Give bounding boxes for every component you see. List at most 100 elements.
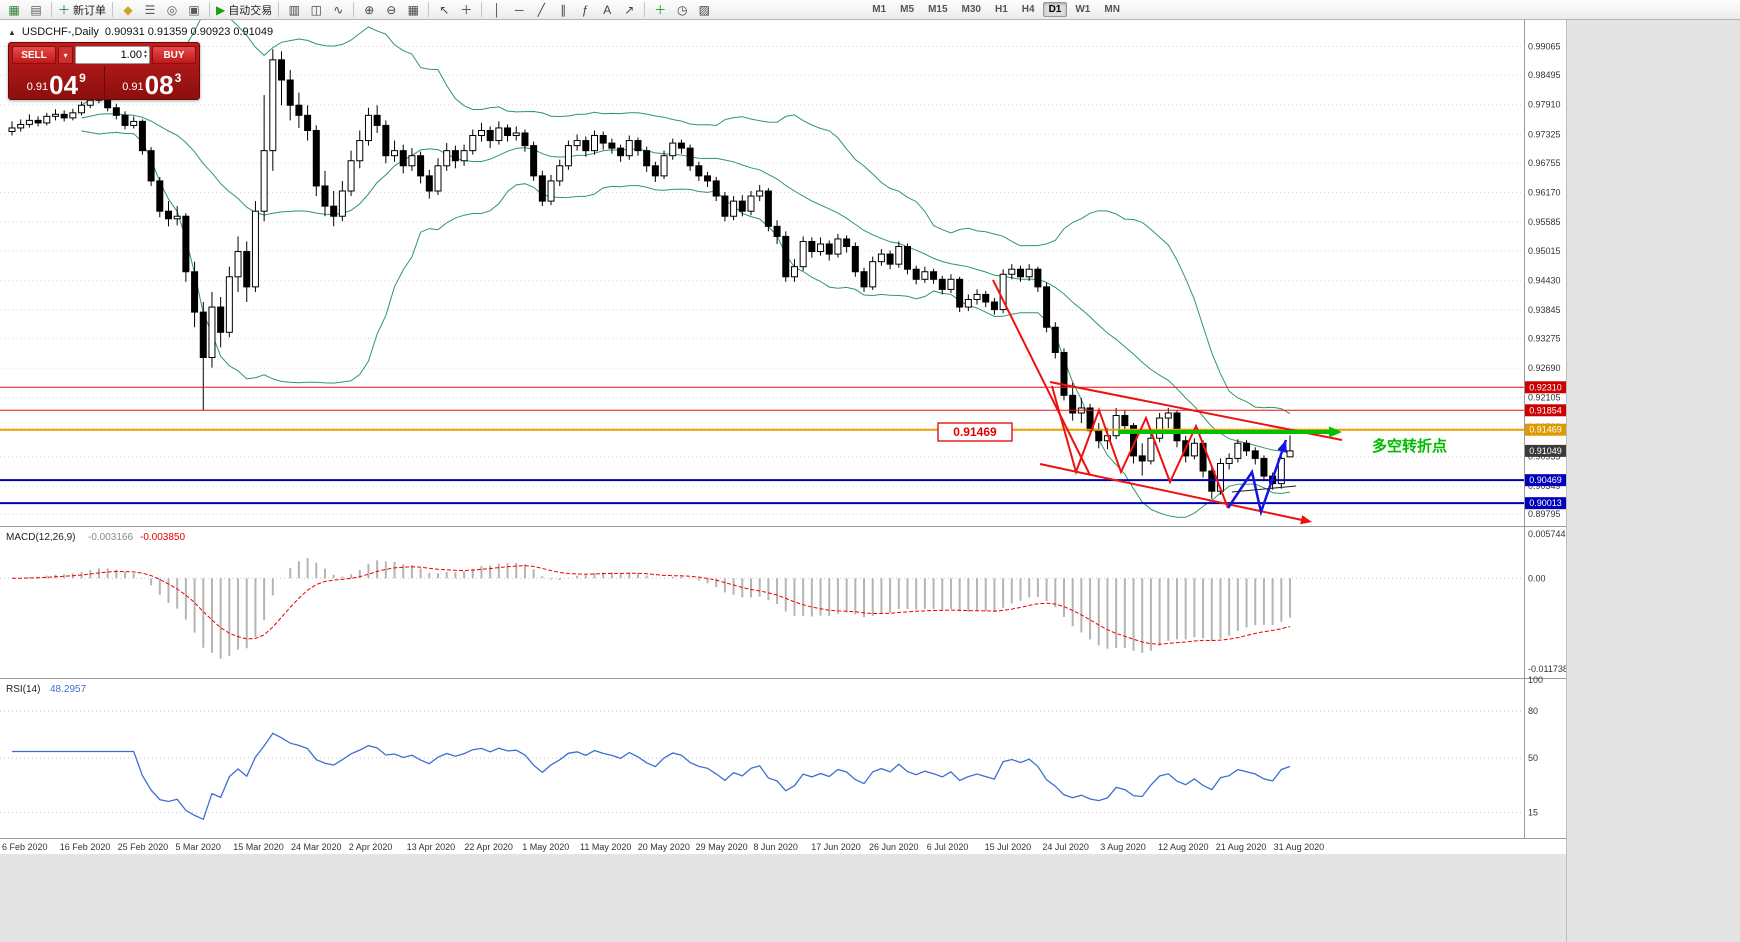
new-chart-icon[interactable]: ▦ [8, 2, 20, 17]
timeframe-button-w1[interactable]: W1 [1075, 4, 1091, 15]
volume-spinner[interactable]: ▴ ▾ [143, 49, 147, 60]
candle [304, 114, 312, 131]
candle [51, 113, 59, 117]
timeframe-button-mn[interactable]: MN [1104, 4, 1120, 15]
candle [86, 99, 94, 106]
text-icon[interactable]: A [603, 2, 612, 17]
price-tick-label: 0.98495 [1528, 70, 1561, 80]
cursor-icon[interactable]: ↖ [439, 2, 450, 17]
buy-label-button[interactable]: BUY [152, 46, 196, 64]
candle [538, 175, 546, 202]
candle [251, 210, 259, 288]
channel-icon[interactable]: ∥ [560, 2, 567, 17]
tile-windows-icon[interactable]: ▦ [407, 2, 419, 17]
candle [43, 115, 51, 124]
candle [112, 107, 120, 116]
price-tick-label: 0.92105 [1528, 393, 1561, 403]
candle [1025, 268, 1033, 278]
candle [199, 311, 207, 359]
date-label: 31 Aug 2020 [1274, 842, 1325, 852]
volume-input[interactable]: 1.00 ▴ ▾ [75, 46, 150, 64]
candle [1121, 415, 1129, 427]
timeframe-button-h4[interactable]: H4 [1021, 4, 1035, 15]
autotrading-button[interactable]: ▶ 自动交易 [216, 2, 273, 17]
date-label: 20 May 2020 [638, 842, 690, 852]
timeframe-button-d1[interactable]: D1 [1042, 2, 1068, 17]
candle [634, 140, 642, 152]
chart-window[interactable]: 0.99065 0.98495 0.97910 0.97325 0.96755 0.961… [0, 20, 1566, 854]
price-tick-label: 0.95585 [1528, 217, 1561, 227]
candle [364, 114, 372, 142]
candle [1234, 442, 1242, 459]
candle [278, 59, 286, 81]
sell-button[interactable]: 0.91 04 9 [9, 66, 104, 100]
candle [495, 127, 503, 142]
zoom-out-icon[interactable]: ⊖ [386, 2, 397, 17]
vertical-line-icon[interactable]: │ [493, 2, 502, 17]
symbol-ohlc-line: ▲ USDCHF-,Daily 0.90931 0.91359 0.90923 … [8, 26, 273, 38]
price-tag [1525, 381, 1566, 394]
trendline-icon[interactable]: ╱ [537, 2, 545, 17]
navigator-icon[interactable]: ◎ [166, 2, 178, 17]
candlestick-chart-icon[interactable]: ◫ [310, 2, 322, 17]
red-zigzag[interactable] [1051, 385, 1229, 509]
candle [669, 142, 677, 157]
candle [295, 104, 303, 116]
candle [643, 150, 651, 167]
fibonacci-icon[interactable]: ƒ [581, 2, 589, 17]
cycles-icon[interactable]: ◷ [677, 2, 688, 17]
zoom-in-icon[interactable]: ⊕ [364, 2, 375, 17]
arrows-icon[interactable]: ↗ [624, 2, 635, 17]
templates-icon[interactable]: ▨ [698, 2, 710, 17]
blue-up-arrow-line[interactable] [1226, 439, 1288, 517]
candle [78, 104, 86, 114]
top-toolbar: ▦ ▤ ＋新订单 ◆ ☰ ◎ ▣ ▶ 自动交易 ▥ ◫ ∿ ⊕ ⊖ ▦ ↖ ＋ │ ─ ╱ ∥ ƒ A ↗ ＋ ◷ ▨ M1 M5 M15… [0, 0, 1740, 20]
sell-price-prefix: 0.91 [26, 81, 49, 93]
candle [625, 140, 633, 157]
candle [269, 59, 277, 152]
candle [408, 155, 416, 167]
toolbar-separator [209, 2, 211, 17]
candle [34, 119, 42, 124]
candle [1043, 286, 1051, 328]
timeframe-button-h1[interactable]: H1 [994, 4, 1008, 15]
horizontal-level-lines[interactable] [0, 386, 1524, 505]
blue-arrowhead [1277, 440, 1287, 453]
candle [903, 246, 911, 270]
profiles-icon[interactable]: ▤ [30, 2, 42, 17]
one-click-collapse-icon[interactable]: ▲ [8, 27, 16, 37]
terminal-icon[interactable]: ▣ [188, 2, 200, 17]
crosshair-icon[interactable]: ＋ [460, 2, 473, 17]
timeframe-button-m1[interactable]: M1 [872, 4, 887, 15]
bar-chart-icon[interactable]: ▥ [288, 2, 300, 17]
date-label: 15 Jul 2020 [985, 842, 1032, 852]
candle [912, 268, 920, 280]
timeframe-button-m30[interactable]: M30 [961, 4, 981, 15]
price-callout-box[interactable] [937, 422, 1013, 442]
indicators-icon[interactable]: ＋ [654, 2, 667, 17]
candle [512, 132, 520, 137]
candle [1017, 268, 1025, 278]
market-watch-icon[interactable]: ☰ [144, 2, 156, 17]
line-chart-icon[interactable]: ∿ [333, 2, 344, 17]
candle [425, 175, 433, 192]
analysis-drawings[interactable]: 多空转折点 0.91469 [937, 279, 1447, 525]
date-label: 21 Aug 2020 [1216, 842, 1267, 852]
red-trendline-decline[interactable] [992, 279, 1091, 476]
timeframe-button-m15[interactable]: M15 [928, 4, 948, 15]
date-label: 26 Jun 2020 [869, 842, 919, 852]
buy-button[interactable]: 0.91 08 3 [105, 66, 200, 100]
sell-label-button[interactable]: SELL [12, 46, 56, 64]
timeframe-button-m5[interactable]: M5 [900, 4, 915, 15]
price-tag-label: 0.92310 [1529, 382, 1562, 392]
order-type-dropdown[interactable]: ▾ [58, 46, 73, 64]
metaeditor-icon[interactable]: ◆ [123, 2, 133, 17]
price-chart[interactable]: 0.99065 0.98495 0.97910 0.97325 0.96755 0.961… [0, 20, 1566, 854]
toolbar-separator [644, 2, 646, 17]
new-order-icon[interactable]: ＋新订单 [58, 2, 107, 17]
panel-separators [0, 20, 1566, 839]
candle [156, 180, 164, 212]
wedge-lower-trendline[interactable] [1039, 463, 1303, 521]
black-mini-trendline[interactable] [1231, 485, 1297, 493]
horizontal-line-icon[interactable]: ─ [514, 2, 524, 17]
